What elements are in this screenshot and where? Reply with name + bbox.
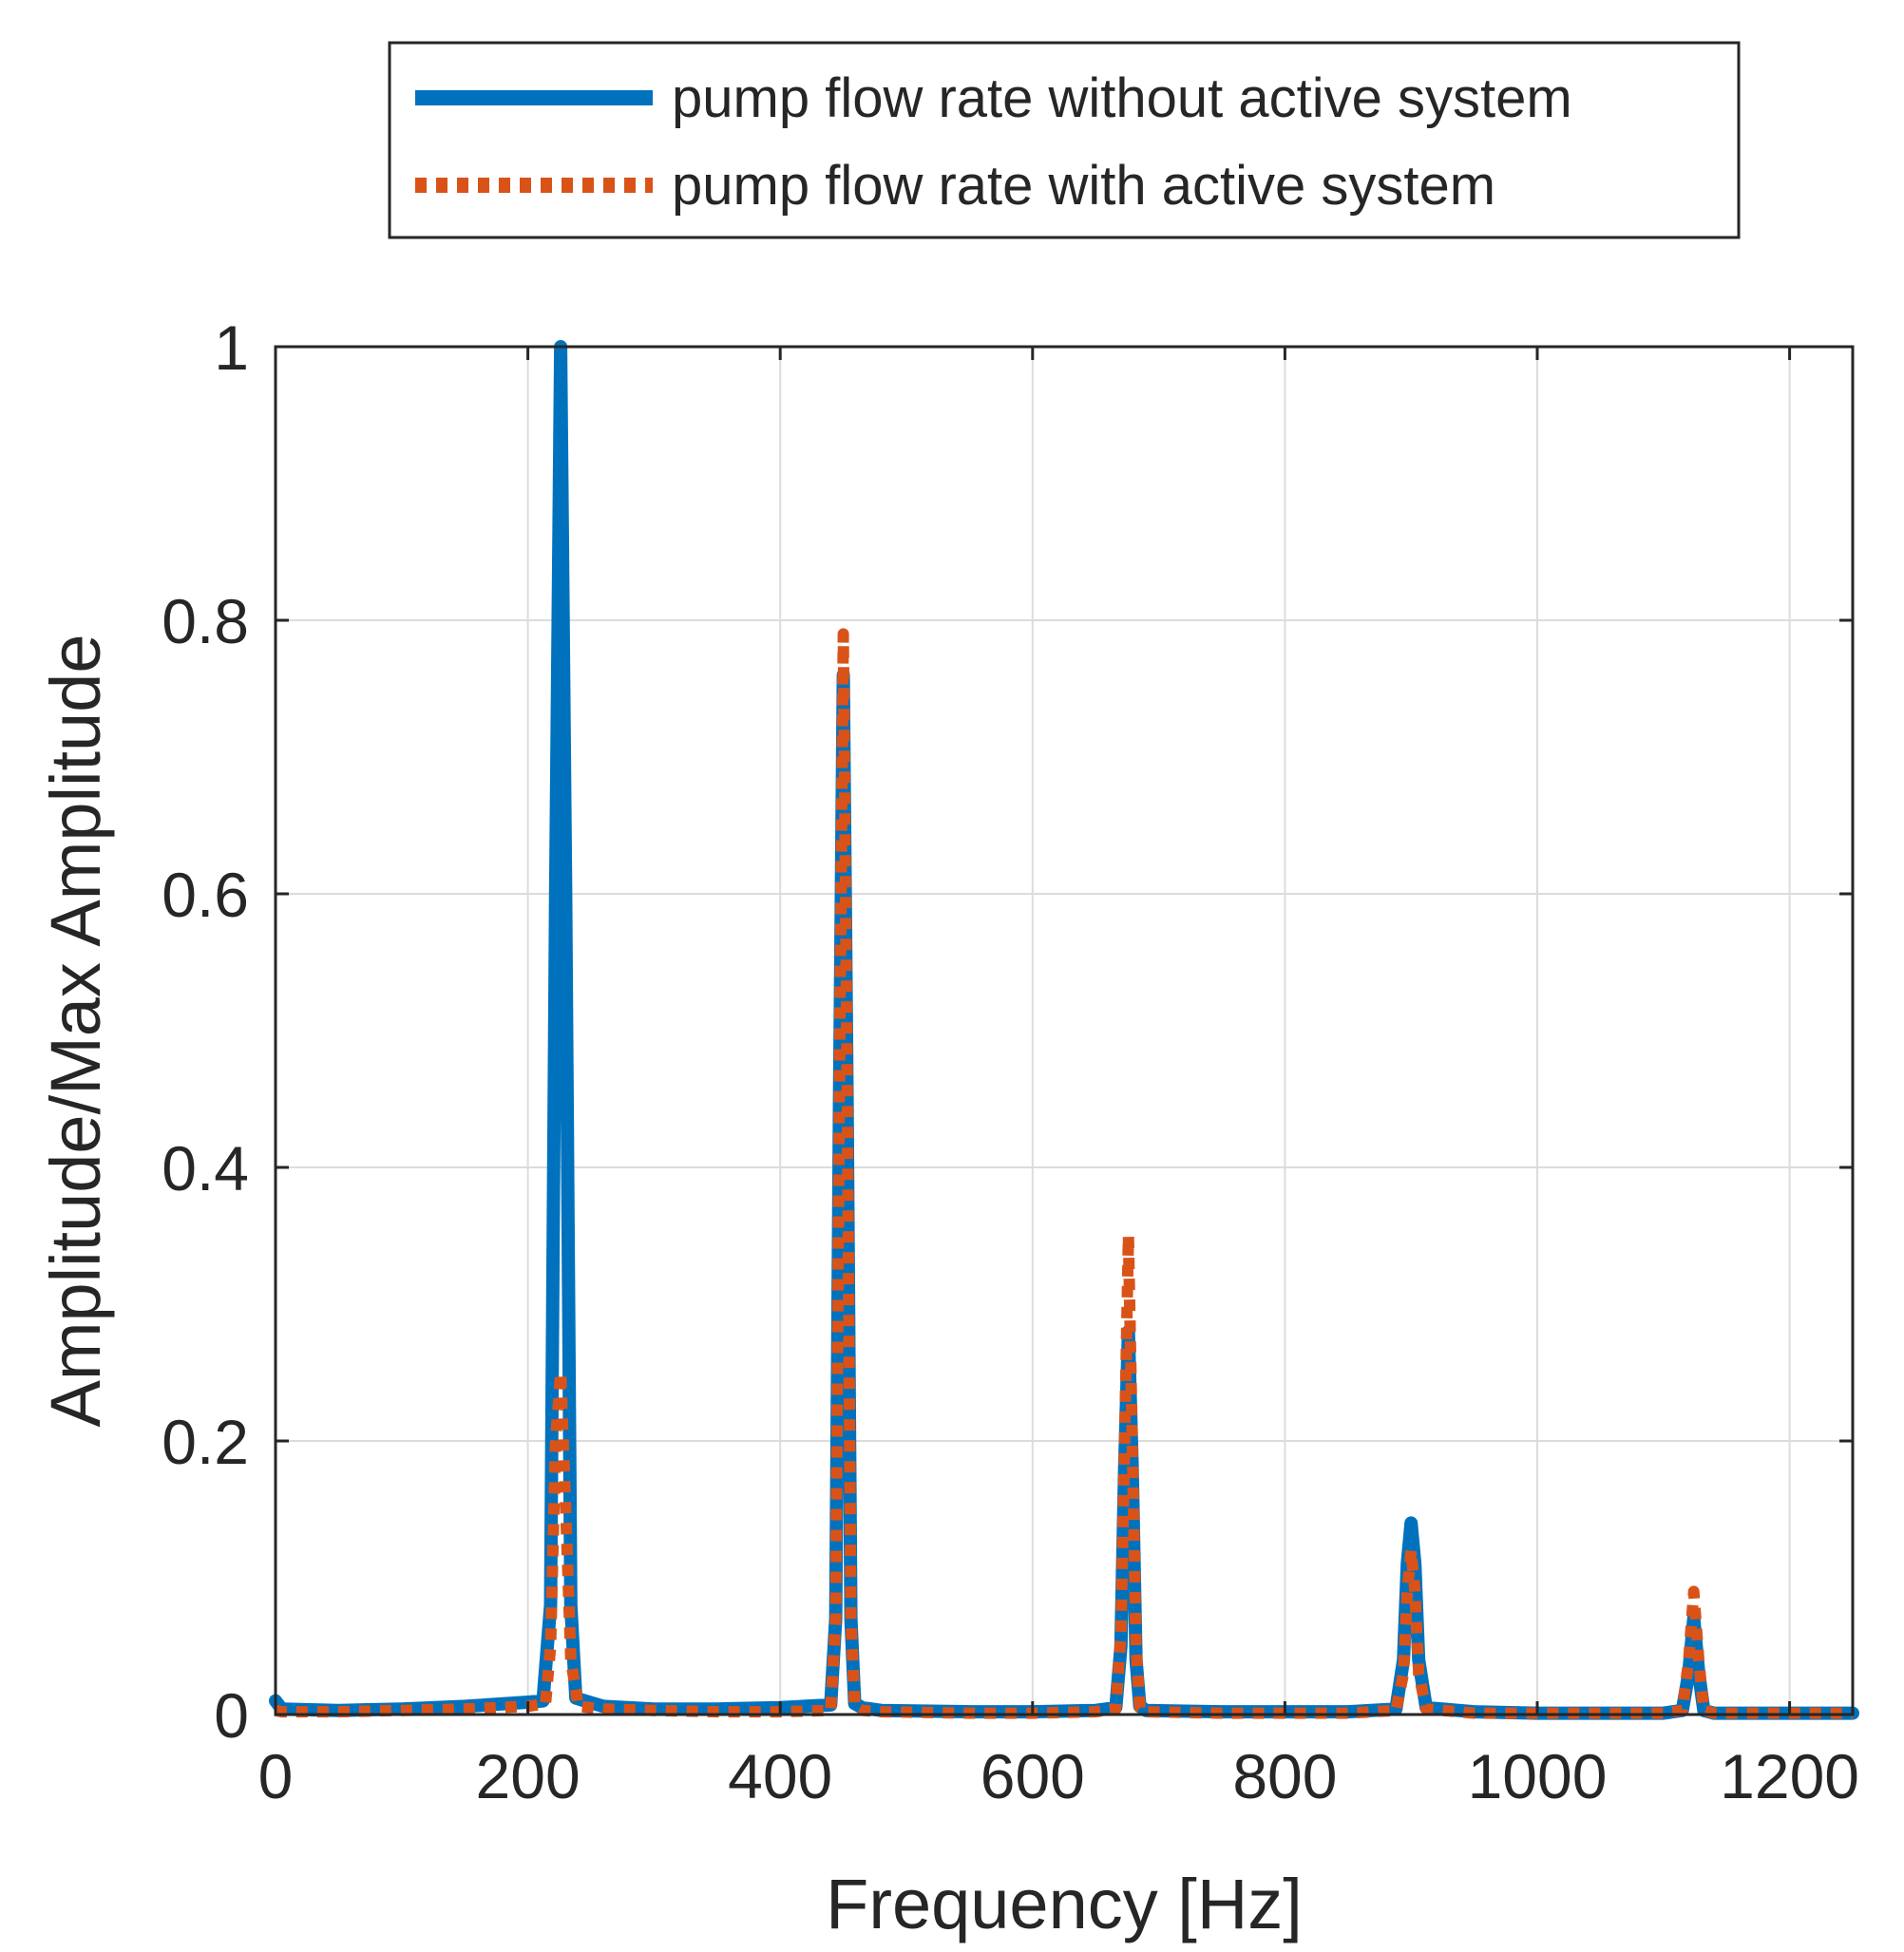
y-tick-label: 0.6 <box>162 860 249 930</box>
y-tick-label: 0.2 <box>162 1407 249 1477</box>
y-tick-label: 0.4 <box>162 1133 249 1203</box>
y-tick-label: 0.8 <box>162 586 249 656</box>
legend-label-without-active-system: pump flow rate without active system <box>672 67 1572 129</box>
y-tick-label: 0 <box>214 1680 249 1751</box>
plot-area <box>276 347 1853 1715</box>
x-tick-label: 200 <box>476 1741 581 1811</box>
axis-ticks <box>274 345 1853 1716</box>
legend: pump flow rate without active system pum… <box>388 41 1741 239</box>
y-tick-label: 1 <box>214 313 249 383</box>
x-tick-label: 0 <box>258 1741 294 1811</box>
legend-box <box>388 41 1741 239</box>
x-tick-label: 400 <box>728 1741 832 1811</box>
x-tick-label: 1200 <box>1720 1741 1859 1811</box>
x-tick-label: 600 <box>981 1741 1085 1811</box>
y-axis-title: Amplitude/Max Amplitude <box>36 635 115 1428</box>
plot-frame <box>274 345 1855 1716</box>
x-axis-title: Frequency [Hz] <box>826 1865 1303 1943</box>
x-tick-label: 1000 <box>1468 1741 1608 1811</box>
x-tick-label: 800 <box>1232 1741 1337 1811</box>
axis-tick-labels: 0 200 400 600 800 1000 1200 0 0.2 0.4 0.6 0.8 1 <box>162 313 1859 1811</box>
legend-label-with-active-system: pump flow rate with active system <box>672 155 1495 217</box>
